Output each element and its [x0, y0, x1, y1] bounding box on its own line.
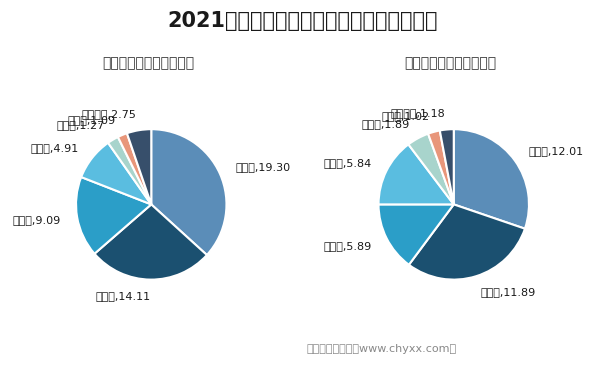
Wedge shape: [94, 204, 207, 280]
Text: 浙江省,9.09: 浙江省,9.09: [13, 215, 61, 225]
Text: 其他省市,1.18: 其他省市,1.18: [390, 108, 445, 118]
Wedge shape: [151, 129, 226, 255]
Text: 进口省市（单位：万吨）: 进口省市（单位：万吨）: [102, 57, 194, 70]
Wedge shape: [118, 133, 151, 204]
Wedge shape: [379, 204, 454, 265]
Wedge shape: [81, 143, 151, 204]
Wedge shape: [127, 129, 151, 204]
Text: 制图：智研咨询（www.chyxx.com）: 制图：智研咨询（www.chyxx.com）: [306, 344, 456, 354]
Wedge shape: [440, 129, 454, 204]
Wedge shape: [408, 134, 454, 204]
Text: 广东省,19.30: 广东省,19.30: [235, 162, 290, 172]
Text: 上海市,14.11: 上海市,14.11: [95, 291, 150, 301]
Wedge shape: [379, 145, 454, 204]
Wedge shape: [428, 131, 454, 204]
Text: 山东省,1.27: 山东省,1.27: [56, 120, 105, 130]
Text: 出口省市（单位：万吨）: 出口省市（单位：万吨）: [405, 57, 497, 70]
Wedge shape: [454, 129, 529, 229]
Text: 上海市,12.01: 上海市,12.01: [528, 146, 583, 156]
Text: 江苏省,4.91: 江苏省,4.91: [31, 143, 79, 153]
Text: 其他省市,2.75: 其他省市,2.75: [81, 109, 136, 119]
Text: 广东省,5.84: 广东省,5.84: [323, 158, 371, 169]
Wedge shape: [76, 177, 151, 254]
Wedge shape: [409, 204, 525, 280]
Text: 福建省,1.09: 福建省,1.09: [68, 115, 116, 125]
Text: 2021年聚酰胺切片主要进口省市与出口省市: 2021年聚酰胺切片主要进口省市与出口省市: [167, 11, 438, 31]
Text: 江苏省,11.89: 江苏省,11.89: [481, 287, 536, 297]
Text: 河南省,1.02: 河南省,1.02: [381, 111, 430, 121]
Text: 福建省,1.89: 福建省,1.89: [362, 119, 410, 129]
Wedge shape: [108, 137, 151, 204]
Text: 浙江省,5.89: 浙江省,5.89: [324, 241, 371, 251]
